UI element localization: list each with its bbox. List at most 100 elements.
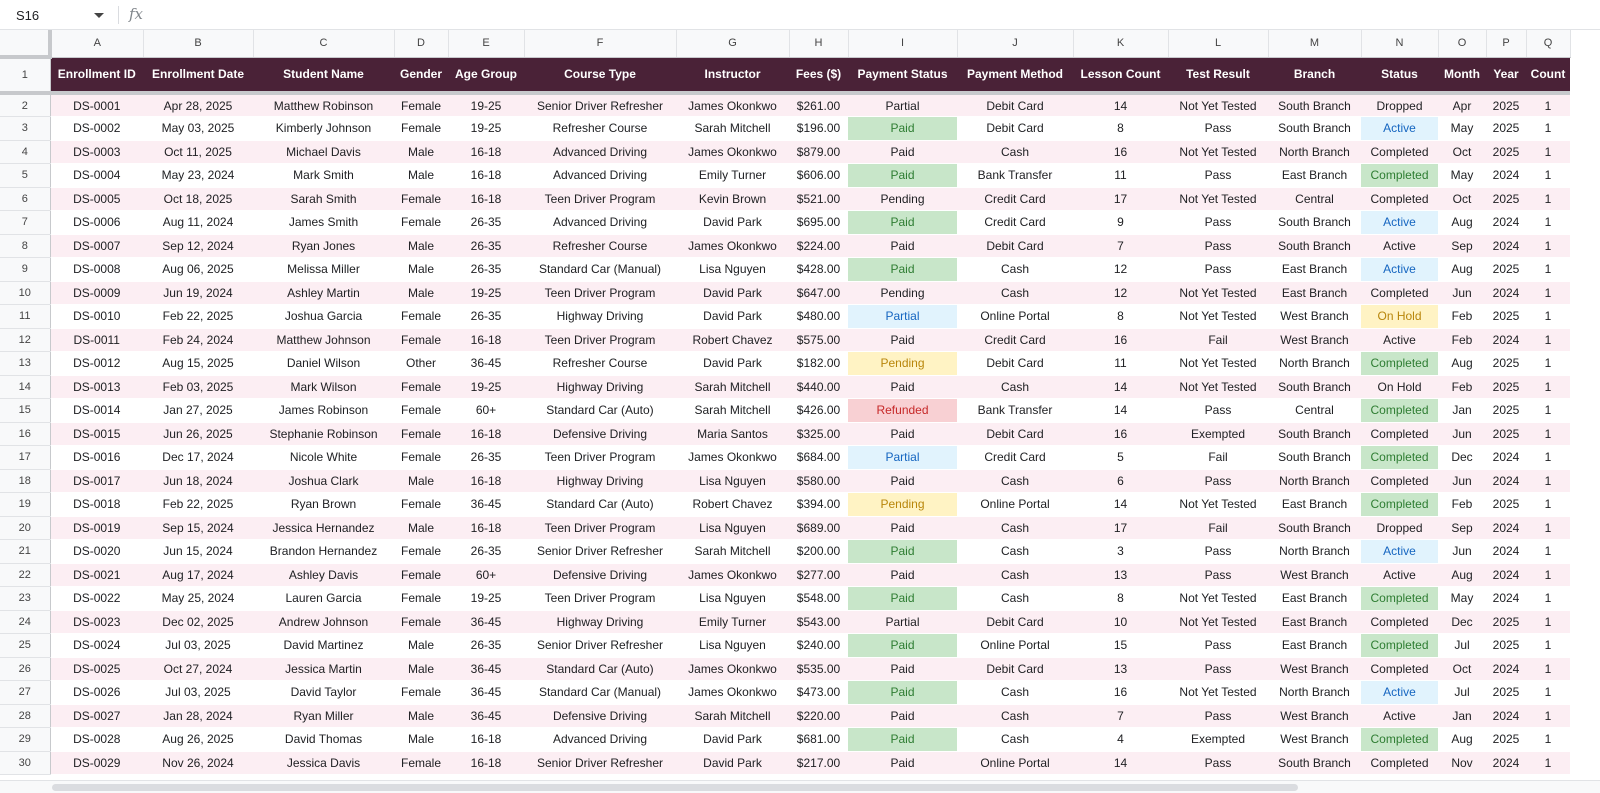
table-cell[interactable]: Oct — [1438, 657, 1486, 681]
table-cell[interactable]: 12 — [1073, 257, 1168, 282]
table-cell[interactable]: $261.00 — [789, 93, 848, 117]
table-cell[interactable]: Male — [394, 704, 448, 728]
payment-status-cell[interactable]: Paid — [848, 657, 957, 681]
status-cell[interactable]: Completed — [1361, 398, 1438, 423]
row-number[interactable]: 23 — [0, 586, 51, 611]
table-cell[interactable]: Lisa Nguyen — [676, 257, 789, 282]
payment-status-cell[interactable]: Paid — [848, 704, 957, 728]
status-cell[interactable]: Active — [1361, 116, 1438, 141]
table-cell[interactable]: DS-0022 — [50, 586, 143, 611]
table-cell[interactable]: Kevin Brown — [676, 187, 789, 211]
table-cell[interactable]: 16-18 — [448, 516, 524, 540]
table-cell[interactable]: East Branch — [1268, 257, 1361, 282]
table-cell[interactable]: Brandon Hernandez — [253, 539, 394, 564]
table-cell[interactable]: Male — [394, 257, 448, 282]
payment-status-cell[interactable]: Paid — [848, 633, 957, 658]
row-number[interactable]: 12 — [0, 328, 51, 352]
table-cell[interactable]: Teen Driver Program — [524, 586, 676, 611]
row-number[interactable]: 11 — [0, 304, 51, 329]
column-header-b[interactable]: B — [143, 30, 254, 58]
table-cell[interactable]: 1 — [1526, 492, 1570, 517]
table-cell[interactable]: $217.00 — [789, 751, 848, 775]
table-cell[interactable]: East Branch — [1268, 633, 1361, 658]
table-cell[interactable]: 19-25 — [448, 586, 524, 611]
table-cell[interactable]: $428.00 — [789, 257, 848, 282]
table-cell[interactable]: Teen Driver Program — [524, 328, 676, 352]
column-header-n[interactable]: N — [1361, 30, 1439, 58]
table-cell[interactable]: Lisa Nguyen — [676, 469, 789, 493]
table-cell[interactable]: Lisa Nguyen — [676, 586, 789, 611]
table-cell[interactable]: 2024 — [1486, 539, 1526, 564]
table-cell[interactable]: Female — [394, 751, 448, 775]
table-cell[interactable]: Jul — [1438, 633, 1486, 658]
table-cell[interactable]: Joshua Garcia — [253, 304, 394, 329]
table-cell[interactable]: James Okonkwo — [676, 234, 789, 258]
table-cell[interactable]: Highway Driving — [524, 375, 676, 399]
table-cell[interactable]: Not Yet Tested — [1168, 281, 1268, 305]
table-cell[interactable]: Sarah Mitchell — [676, 539, 789, 564]
column-header-l[interactable]: L — [1168, 30, 1269, 58]
row-number[interactable]: 30 — [0, 751, 51, 775]
table-cell[interactable]: Jun — [1438, 469, 1486, 493]
table-cell[interactable]: Mark Smith — [253, 163, 394, 188]
table-cell[interactable]: 2025 — [1486, 610, 1526, 634]
table-cell[interactable]: DS-0005 — [50, 187, 143, 211]
table-cell[interactable]: Male — [394, 633, 448, 658]
table-cell[interactable]: Advanced Driving — [524, 140, 676, 164]
table-cell[interactable]: Not Yet Tested — [1168, 680, 1268, 705]
table-cell[interactable]: Cash — [957, 727, 1073, 752]
table-cell[interactable]: 2025 — [1486, 680, 1526, 705]
table-cell[interactable]: $196.00 — [789, 116, 848, 141]
status-cell[interactable]: Completed — [1361, 469, 1438, 493]
table-cell[interactable]: 2024 — [1486, 328, 1526, 352]
table-cell[interactable]: Female — [394, 93, 448, 117]
table-cell[interactable]: Oct 11, 2025 — [143, 140, 253, 164]
table-cell[interactable]: Credit Card — [957, 445, 1073, 470]
table-cell[interactable]: 14 — [1073, 751, 1168, 775]
status-cell[interactable]: Completed — [1361, 281, 1438, 305]
row-number[interactable]: 1 — [0, 57, 51, 95]
table-cell[interactable]: $426.00 — [789, 398, 848, 423]
table-cell[interactable]: David Park — [676, 281, 789, 305]
table-cell[interactable]: Female — [394, 586, 448, 611]
table-cell[interactable]: 2025 — [1486, 257, 1526, 282]
table-cell[interactable]: North Branch — [1268, 680, 1361, 705]
table-cell[interactable]: DS-0028 — [50, 727, 143, 752]
table-cell[interactable]: Female — [394, 398, 448, 423]
table-cell[interactable]: Male — [394, 657, 448, 681]
table-cell[interactable]: Female — [394, 328, 448, 352]
table-cell[interactable]: DS-0010 — [50, 304, 143, 329]
table-cell[interactable]: 1 — [1526, 304, 1570, 329]
table-cell[interactable]: 26-35 — [448, 633, 524, 658]
table-cell[interactable]: David Taylor — [253, 680, 394, 705]
table-cell[interactable]: 13 — [1073, 563, 1168, 587]
payment-status-cell[interactable]: Partial — [848, 304, 957, 329]
table-cell[interactable]: Robert Chavez — [676, 328, 789, 352]
table-cell[interactable]: Female — [394, 422, 448, 446]
table-cell[interactable]: Jan 28, 2024 — [143, 704, 253, 728]
header-cell[interactable]: Count — [1526, 57, 1570, 95]
table-cell[interactable]: 1 — [1526, 116, 1570, 141]
table-cell[interactable]: Cash — [957, 539, 1073, 564]
table-cell[interactable]: 2025 — [1486, 304, 1526, 329]
payment-status-cell[interactable]: Pending — [848, 351, 957, 376]
column-header-c[interactable]: C — [253, 30, 395, 58]
payment-status-cell[interactable]: Paid — [848, 375, 957, 399]
table-cell[interactable]: South Branch — [1268, 375, 1361, 399]
row-number[interactable]: 28 — [0, 704, 51, 728]
table-cell[interactable]: East Branch — [1268, 610, 1361, 634]
table-cell[interactable]: $543.00 — [789, 610, 848, 634]
payment-status-cell[interactable]: Partial — [848, 93, 957, 117]
table-cell[interactable]: $575.00 — [789, 328, 848, 352]
table-cell[interactable]: East Branch — [1268, 163, 1361, 188]
table-cell[interactable]: Advanced Driving — [524, 210, 676, 235]
table-cell[interactable]: Pass — [1168, 751, 1268, 775]
table-cell[interactable]: 14 — [1073, 375, 1168, 399]
table-cell[interactable]: DS-0019 — [50, 516, 143, 540]
table-cell[interactable]: 1 — [1526, 633, 1570, 658]
table-cell[interactable]: $440.00 — [789, 375, 848, 399]
table-cell[interactable]: Pass — [1168, 563, 1268, 587]
table-cell[interactable]: Teen Driver Program — [524, 281, 676, 305]
table-cell[interactable]: Debit Card — [957, 610, 1073, 634]
table-cell[interactable]: 16 — [1073, 422, 1168, 446]
